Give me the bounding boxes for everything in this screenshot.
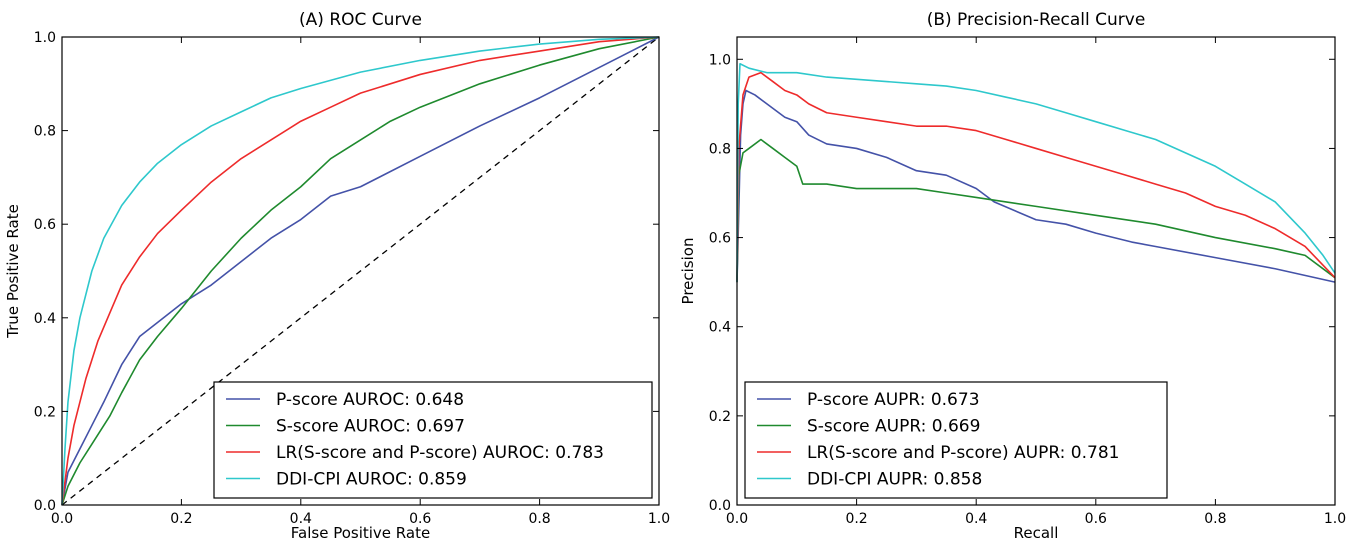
x-axis-label: Recall: [1014, 524, 1059, 542]
y-tick-label: 0.4: [709, 320, 731, 336]
x-tick-label: 0.6: [1085, 511, 1107, 527]
chart-title: (A) ROC Curve: [299, 10, 422, 30]
x-tick-label: 1.0: [1324, 511, 1346, 527]
y-tick-label: 0.0: [709, 498, 731, 514]
y-tick-label: 0.2: [709, 409, 731, 425]
x-tick-label: 0.2: [845, 511, 867, 527]
y-axis-label: Precision: [679, 238, 697, 305]
x-tick-label: 1.0: [648, 511, 670, 527]
x-axis-label: False Positive Rate: [291, 524, 430, 542]
y-tick-label: 0.8: [34, 124, 56, 140]
legend: P-score AUROC: 0.648 S-score AUROC: 0.697…: [214, 382, 652, 498]
y-tick-label: 0.4: [34, 311, 56, 327]
y-tick-label: 0.2: [34, 404, 56, 420]
x-tick-label: 0.4: [965, 511, 987, 527]
y-tick-label: 1.0: [709, 52, 731, 68]
legend: P-score AUPR: 0.673 S-score AUPR: 0.669 LR…: [745, 382, 1167, 498]
legend-entry-label: S-score AUPR: 0.669: [807, 417, 980, 437]
chart-title: (B) Precision-Recall Curve: [927, 10, 1146, 30]
x-tick-label: 0.8: [1204, 511, 1226, 527]
x-tick-label: 0.8: [528, 511, 550, 527]
y-tick-label: 0.0: [34, 498, 56, 514]
legend-entry-label: DDI-CPI AUPR: 0.858: [807, 470, 982, 490]
legend-entry-label: P-score AUROC: 0.648: [276, 390, 464, 410]
legend-entry-label: LR(S-score and P-score) AUROC: 0.783: [276, 443, 604, 463]
legend-entry-label: S-score AUROC: 0.697: [276, 417, 465, 437]
y-axis-label: True Positive Rate: [4, 204, 22, 339]
legend-entry-label: DDI-CPI AUROC: 0.859: [276, 470, 467, 490]
y-tick-label: 0.6: [709, 231, 731, 247]
y-tick-label: 1.0: [34, 30, 56, 46]
y-tick-label: 0.6: [34, 217, 56, 233]
y-tick-label: 0.8: [709, 141, 731, 157]
legend-entry-label: P-score AUPR: 0.673: [807, 390, 980, 410]
x-tick-label: 0.2: [170, 511, 192, 527]
legend-entry-label: LR(S-score and P-score) AUPR: 0.781: [807, 443, 1119, 463]
